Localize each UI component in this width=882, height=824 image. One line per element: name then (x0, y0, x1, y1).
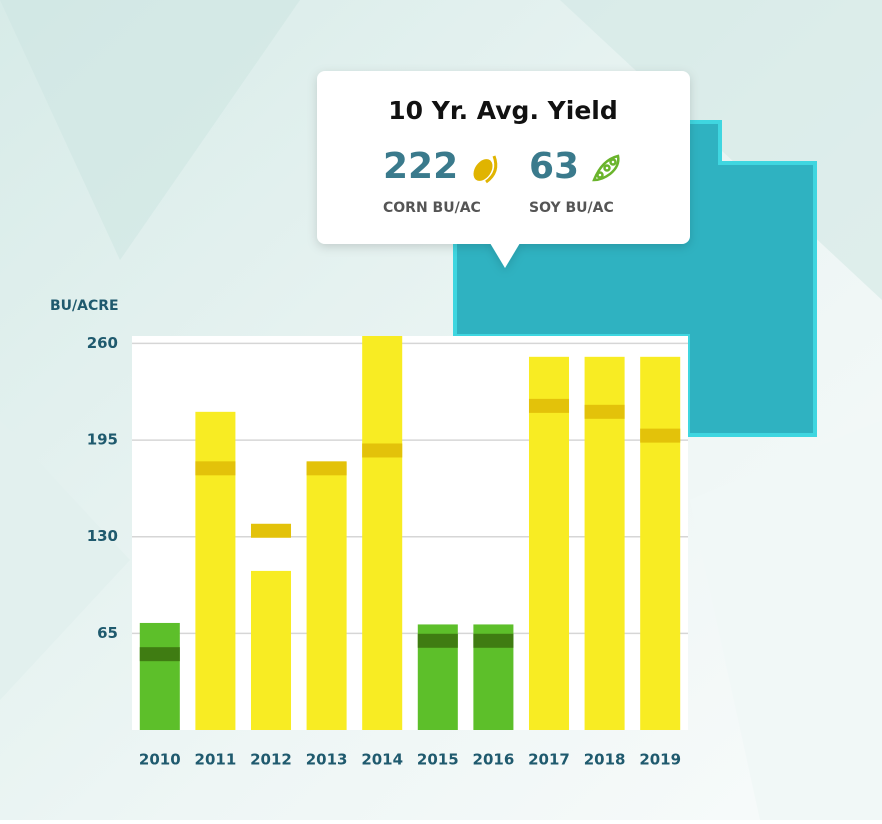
bar (584, 356, 625, 730)
average-marker (473, 633, 514, 648)
average-marker (250, 523, 292, 538)
soy-label: SOY BU/AC (529, 200, 614, 216)
bar (250, 570, 292, 730)
average-marker (528, 398, 570, 413)
x-tick-label: 2018 (584, 751, 626, 769)
callout-box (317, 71, 690, 244)
average-marker (584, 404, 625, 419)
y-tick-label: 65 (97, 624, 118, 642)
average-marker (417, 633, 458, 648)
soy-value: 63 (529, 146, 579, 187)
x-tick-label: 2010 (139, 751, 181, 769)
x-tick-label: 2011 (195, 751, 237, 769)
callout-pointer (490, 243, 520, 268)
bar (528, 356, 570, 730)
x-tick-label: 2017 (528, 751, 570, 769)
y-tick-label: 130 (87, 527, 118, 545)
x-tick-label: 2014 (361, 751, 403, 769)
y-tick-label: 260 (87, 334, 118, 352)
x-tick-label: 2013 (306, 751, 348, 769)
corn-value: 222 (383, 146, 458, 187)
x-tick-label: 2015 (417, 751, 459, 769)
average-marker (640, 428, 681, 443)
y-tick-label: 195 (87, 431, 118, 449)
average-marker (139, 647, 180, 662)
average-marker (306, 461, 347, 476)
corn-icon (473, 155, 498, 184)
corn-label: CORN BU/AC (383, 200, 481, 216)
bg-facet (690, 420, 882, 820)
plot (132, 336, 688, 730)
bar (195, 411, 236, 730)
callout (317, 71, 690, 268)
average-marker (195, 461, 236, 476)
x-tick-label: 2016 (473, 751, 515, 769)
soy-icon (592, 154, 620, 182)
bar (640, 356, 681, 730)
average-marker (362, 443, 403, 458)
bar (139, 622, 180, 730)
x-tick-label: 2019 (639, 751, 681, 769)
y-axis-label: BU/ACRE (50, 298, 119, 314)
bg-facet (0, 0, 300, 260)
bar (362, 336, 403, 730)
bg-facet (0, 420, 130, 700)
bar (306, 462, 347, 730)
callout-title: 10 Yr. Avg. Yield (388, 96, 618, 125)
x-tick-label: 2012 (250, 751, 292, 769)
